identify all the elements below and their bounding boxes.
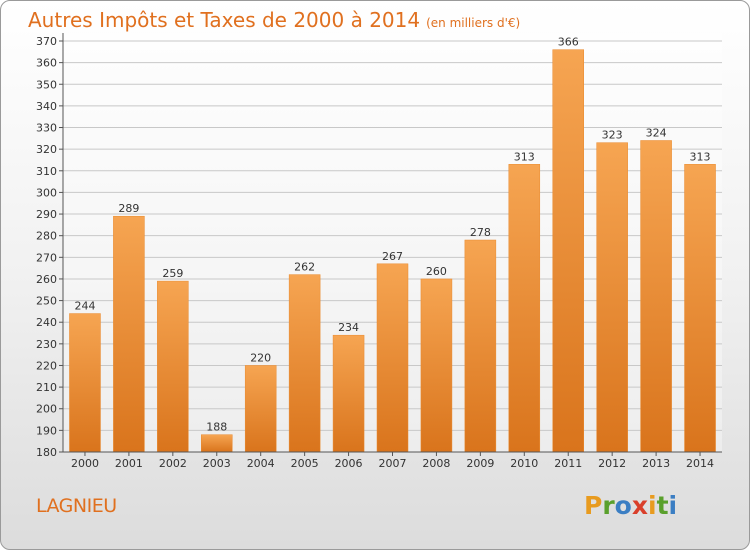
x-tick-label: 2004	[247, 457, 275, 470]
bar	[552, 49, 584, 453]
proxiti-logo: Proxiti	[584, 491, 677, 520]
bar	[244, 365, 277, 453]
data-label: 313	[514, 150, 535, 163]
data-label: 234	[338, 321, 359, 334]
data-label: 260	[426, 265, 447, 278]
bar	[420, 278, 453, 453]
x-axis-ticks: 2000 2001 2002 2003 2004 2005 2006 2007 2008 2009…	[71, 452, 714, 470]
proxiti-logo-letter: i	[668, 491, 678, 520]
y-tick-label: 350	[36, 78, 57, 91]
bar	[288, 274, 321, 453]
axes	[62, 33, 722, 453]
y-tick-label: 290	[36, 208, 57, 221]
data-label: 188	[206, 421, 227, 434]
bars	[69, 49, 716, 453]
bar	[157, 280, 189, 453]
x-tick-label: 2014	[686, 457, 714, 470]
x-tick-label: 2002	[159, 457, 187, 470]
x-tick-label: 2013	[642, 457, 670, 470]
y-tick-label: 330	[36, 122, 57, 135]
proxiti-logo-letter: P	[584, 491, 603, 520]
x-tick-label: 2010	[510, 457, 538, 470]
data-label: 267	[382, 250, 403, 263]
bar	[69, 313, 101, 453]
y-tick-label: 250	[36, 295, 57, 308]
chart-title-block: Autres Impôts et Taxes de 2000 à 2014 (en…	[28, 8, 520, 32]
y-tick-label: 240	[36, 316, 57, 329]
chart-title: Autres Impôts et Taxes de 2000 à 2014	[28, 8, 421, 32]
x-tick-label: 2006	[335, 457, 363, 470]
proxiti-logo-letter: o	[614, 491, 632, 520]
x-tick-label: 2005	[291, 457, 319, 470]
y-axis-ticks: 180 190 200 210 220 230 240 250 260 270 280 290 300 3…	[36, 35, 63, 459]
y-tick-label: 300	[36, 186, 57, 199]
y-tick-label: 210	[36, 381, 57, 394]
x-tick-label: 2011	[554, 457, 582, 470]
y-tick-label: 370	[36, 35, 57, 48]
data-label: 278	[470, 226, 491, 239]
chart-subtitle: (en milliers d'€)	[426, 16, 521, 30]
bar	[332, 334, 365, 453]
y-tick-label: 340	[36, 100, 57, 113]
proxiti-logo-letter: i	[648, 491, 657, 520]
y-tick-label: 260	[36, 273, 57, 286]
x-tick-label: 2001	[115, 457, 143, 470]
y-tick-label: 220	[36, 359, 57, 372]
y-tick-label: 270	[36, 251, 57, 264]
x-tick-label: 2000	[71, 457, 99, 470]
y-tick-label: 230	[36, 338, 57, 351]
y-tick-label: 360	[36, 57, 57, 70]
y-tick-label: 200	[36, 403, 57, 416]
data-labels: 244 289 259 188 220 262 234 267 260 278 313 366 323 3…	[74, 36, 710, 434]
x-tick-label: 2012	[598, 457, 626, 470]
y-tick-label: 310	[36, 165, 57, 178]
bar	[113, 215, 145, 453]
data-label: 324	[646, 127, 667, 140]
proxiti-logo-letter: r	[602, 491, 615, 520]
x-tick-label: 2003	[203, 457, 231, 470]
data-label: 259	[162, 267, 183, 280]
bar	[376, 263, 409, 453]
bar	[684, 164, 716, 453]
y-tick-label: 180	[36, 446, 57, 459]
data-label: 244	[74, 300, 95, 313]
data-label: 323	[602, 129, 623, 142]
bar	[508, 164, 541, 453]
x-tick-label: 2007	[379, 457, 407, 470]
commune-name: LAGNIEU	[36, 495, 117, 517]
bar	[640, 140, 672, 453]
x-tick-label: 2009	[466, 457, 494, 470]
bar	[464, 239, 497, 453]
y-tick-label: 190	[36, 424, 57, 437]
y-tick-label: 320	[36, 143, 57, 156]
bar	[201, 434, 233, 453]
data-label: 289	[118, 202, 139, 215]
data-label: 220	[250, 351, 271, 364]
y-tick-label: 280	[36, 230, 57, 243]
data-label: 313	[690, 150, 711, 163]
data-label: 366	[558, 36, 579, 49]
proxiti-logo-letter: t	[656, 491, 669, 520]
data-label: 262	[294, 261, 315, 274]
bar	[596, 142, 628, 453]
x-tick-label: 2008	[422, 457, 450, 470]
proxiti-logo-letter: x	[631, 491, 648, 520]
